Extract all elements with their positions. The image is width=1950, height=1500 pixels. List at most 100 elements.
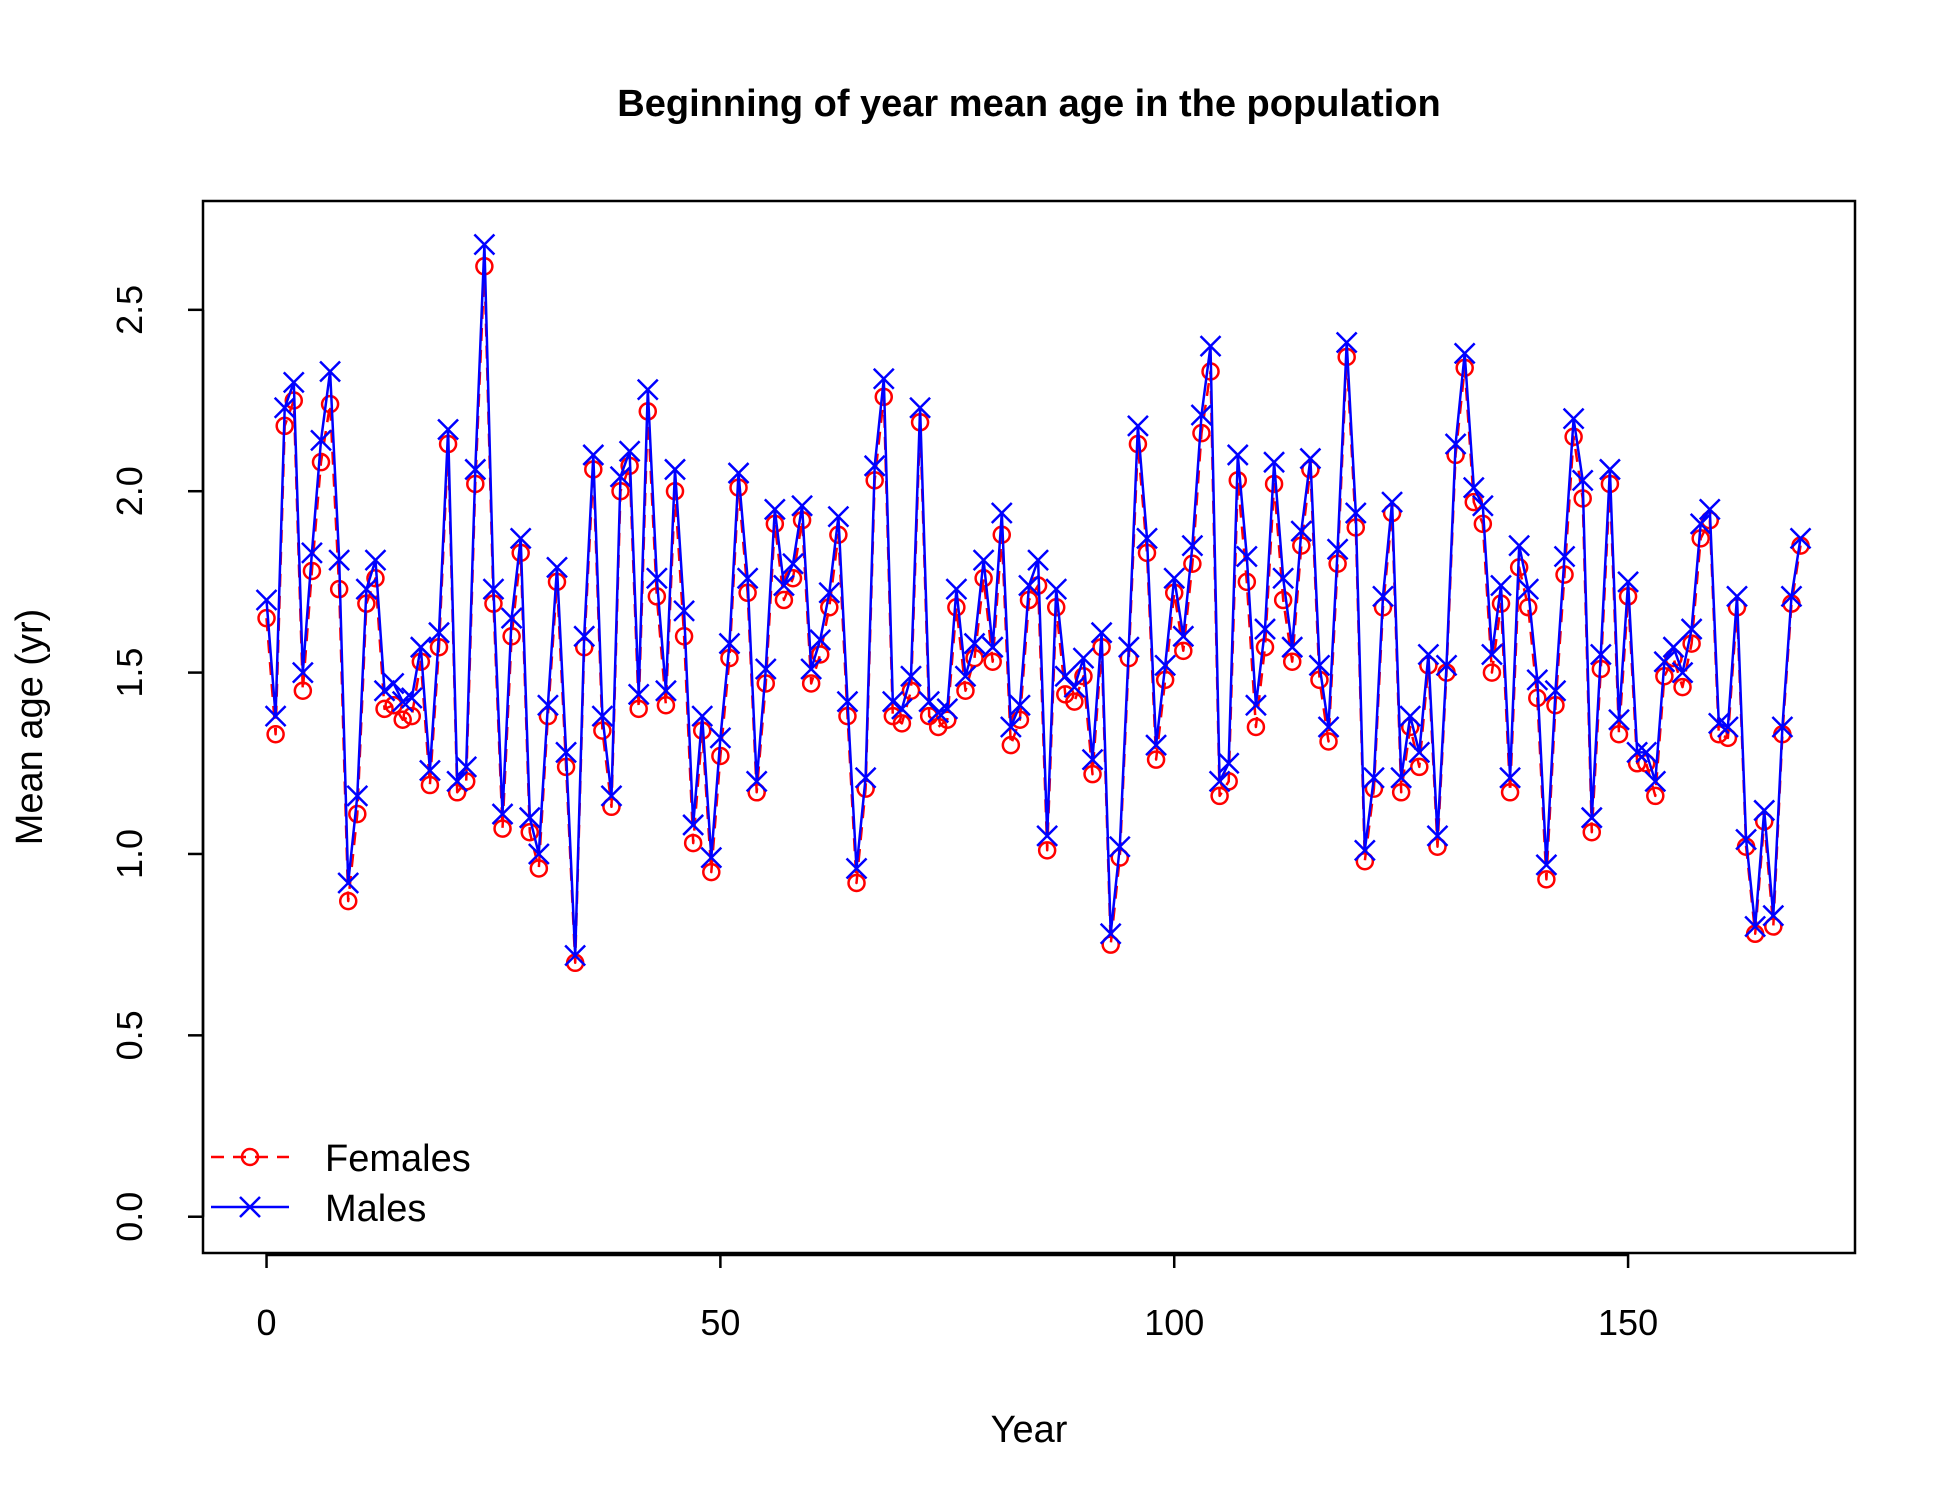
data-point-females: [384, 695, 403, 715]
data-point-males: [1335, 331, 1358, 354]
data-point-males: [1553, 545, 1576, 568]
data-point-males: [1281, 636, 1304, 659]
data-point-males: [645, 567, 668, 590]
data-point-females: [747, 783, 766, 802]
data-point-females: [338, 891, 358, 911]
data-point-males: [1408, 741, 1431, 764]
data-point-males: [1599, 458, 1621, 481]
data-point-males: [736, 567, 759, 590]
data-point-males: [655, 679, 677, 702]
legend: Females Males: [211, 1138, 471, 1230]
data-point-males: [1517, 578, 1540, 601]
data-point-males: [1290, 520, 1313, 542]
data-point-males: [727, 462, 750, 484]
data-point-males: [936, 697, 959, 720]
data-point-females: [1609, 725, 1629, 744]
data-point-males: [782, 552, 804, 575]
data-point-males: [1245, 694, 1267, 717]
data-point-males: [1417, 643, 1440, 666]
data-point-females: [956, 681, 975, 700]
data-point-females: [774, 590, 794, 610]
data-point-males: [773, 574, 795, 597]
data-point-males: [419, 759, 441, 782]
data-point-males: [428, 621, 450, 644]
data-point-males: [1698, 498, 1721, 521]
data-point-males: [1635, 741, 1658, 764]
data-point-males: [1127, 415, 1149, 437]
y-tick-label: 1.5: [109, 648, 150, 698]
data-point-males: [1499, 766, 1521, 789]
data-point-males: [981, 636, 1004, 659]
data-point-males: [1526, 668, 1549, 691]
data-point-males: [573, 625, 596, 648]
data-point-males: [1081, 748, 1104, 771]
data-point-males: [618, 440, 641, 463]
data-point-males: [1644, 770, 1667, 793]
data-point-males: [809, 629, 832, 651]
data-point-females: [983, 652, 1002, 671]
data-point-males: [1671, 661, 1694, 684]
data-point-males: [1027, 549, 1049, 572]
data-point-males: [473, 233, 496, 256]
data-point-females: [1709, 725, 1729, 744]
data-point-females: [1627, 754, 1647, 773]
data-point-males: [455, 756, 478, 778]
data-point-males: [1108, 835, 1131, 858]
y-tick-label: 0.5: [109, 1010, 150, 1060]
chart-title: Beginning of year mean age in the popula…: [617, 83, 1440, 125]
data-point-females: [402, 706, 422, 726]
data-point-males: [518, 806, 541, 829]
data-point-females: [1065, 692, 1084, 711]
data-point-males: [1608, 708, 1630, 731]
data-point-males: [1308, 654, 1331, 677]
data-point-males: [664, 458, 686, 481]
data-point-males: [1689, 512, 1712, 535]
x-axis-label: Year: [991, 1409, 1068, 1451]
legend-females-marker: [240, 1147, 260, 1167]
data-point-males: [1762, 904, 1785, 927]
data-point-males: [591, 705, 614, 728]
data-point-males: [1172, 625, 1195, 648]
data-point-males: [963, 632, 986, 655]
data-point-females: [1282, 652, 1302, 671]
y-axis: 0.0 0.5 1.0 1.5 2.0 2.5: [109, 285, 205, 1242]
data-point-males: [691, 705, 714, 728]
data-point-males: [682, 814, 705, 836]
data-point-males: [1018, 574, 1040, 597]
data-point-males: [1317, 716, 1340, 738]
data-point-males: [1072, 647, 1095, 669]
data-point-females: [1500, 783, 1520, 802]
data-point-males: [482, 578, 505, 601]
data-point-males: [1589, 643, 1612, 666]
data-point-males: [673, 600, 695, 622]
data-point-females: [520, 822, 540, 842]
data-point-males: [409, 636, 432, 659]
data-point-males: [636, 378, 659, 401]
data-point-males: [1680, 618, 1703, 640]
data-point-males: [346, 785, 369, 807]
data-point-males: [1617, 571, 1639, 593]
x-tick-label: 50: [700, 1302, 740, 1343]
data-point-females: [1391, 783, 1411, 802]
y-tick-label: 2.5: [109, 285, 150, 335]
data-point-males: [1199, 335, 1222, 357]
data-point-females: [1246, 717, 1266, 737]
data-point-males: [745, 770, 768, 793]
data-point-females: [266, 725, 285, 744]
data-point-males: [355, 578, 378, 601]
data-point-females: [393, 710, 412, 729]
data-point-females: [629, 699, 648, 719]
data-point-males: [1045, 578, 1068, 601]
data-point-males: [491, 803, 514, 825]
data-point-females: [293, 681, 313, 700]
data-point-males: [1580, 806, 1603, 829]
data-point-males: [800, 658, 823, 680]
data-point-females: [1718, 728, 1738, 748]
data-point-males: [1009, 694, 1031, 717]
data-point-males: [891, 697, 913, 720]
data-point-females: [493, 819, 512, 838]
x-tick-label: 150: [1598, 1302, 1658, 1343]
data-point-males: [754, 658, 777, 680]
